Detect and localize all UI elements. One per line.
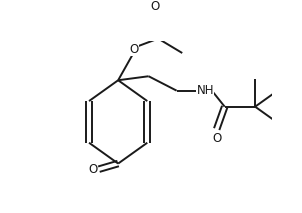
Text: O: O	[130, 43, 139, 56]
Text: NH: NH	[197, 84, 214, 97]
Text: O: O	[88, 163, 97, 176]
Text: O: O	[212, 132, 221, 145]
Text: O: O	[150, 0, 160, 13]
